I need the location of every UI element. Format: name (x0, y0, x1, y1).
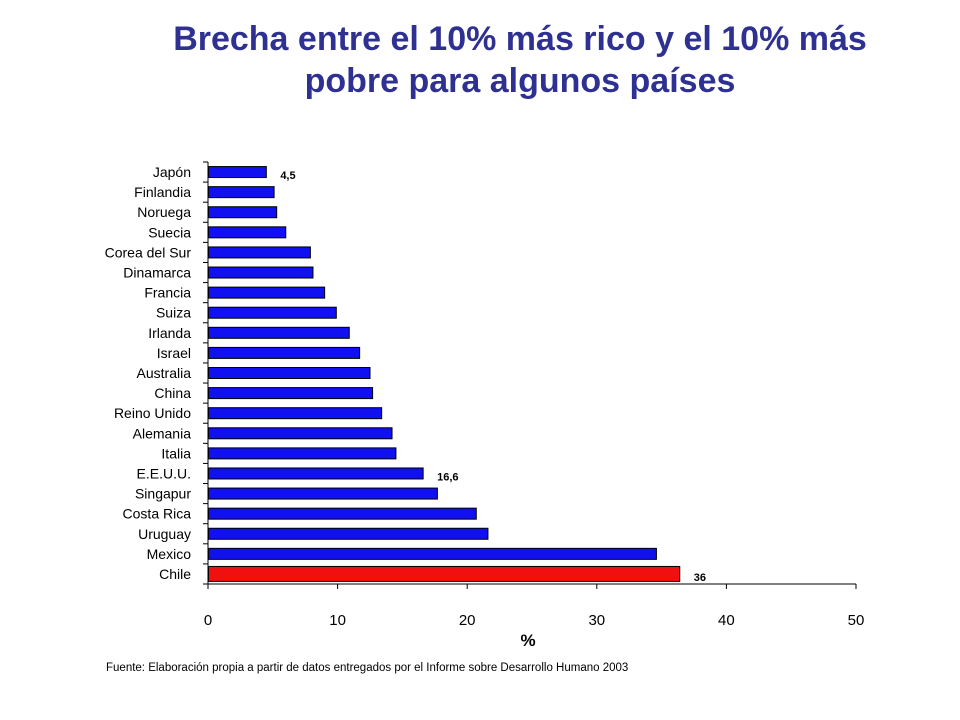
category-label-costa-rica: Costa Rica (123, 506, 192, 522)
x-tick-label-50: 50 (848, 612, 865, 629)
bar-costa-rica (208, 507, 477, 520)
bar-chile (208, 565, 681, 582)
category-label-china: China (154, 385, 191, 401)
category-label-mexico: Mexico (147, 546, 192, 562)
category-label-dinamarca: Dinamarca (123, 265, 191, 281)
category-label-noruega: Noruega (137, 204, 191, 220)
category-label-reino-unido: Reino Unido (114, 405, 191, 421)
x-tick-label-40: 40 (718, 612, 735, 629)
category-label-italia: Italia (161, 445, 191, 461)
category-label-chile: Chile (159, 566, 191, 582)
bar-suecia (208, 226, 287, 239)
chart-title: Brecha entre el 10% más rico y el 10% má… (0, 18, 960, 102)
bar-e-e-u-u (208, 467, 424, 480)
category-label-suecia: Suecia (148, 224, 191, 240)
x-tick-label-30: 30 (588, 612, 605, 629)
bar-alemania (208, 427, 393, 440)
category-label-israel: Israel (157, 345, 191, 361)
bar-china (208, 387, 374, 400)
chart-title-line-1: Brecha entre el 10% más rico y el 10% má… (173, 20, 867, 58)
category-label-singapur: Singapur (135, 486, 191, 502)
bar-francia (208, 286, 326, 299)
category-label-e-e-u-u: E.E.U.U. (137, 465, 191, 481)
data-label-chile: 36 (694, 572, 706, 584)
bar-finlandia (208, 186, 275, 199)
bar-suiza (208, 306, 337, 319)
category-label-irlanda: Irlanda (148, 325, 191, 341)
x-tick-label-10: 10 (329, 612, 346, 629)
bar-uruguay (208, 527, 489, 540)
category-label-uruguay: Uruguay (138, 526, 191, 542)
category-label-corea-del-sur: Corea del Sur (105, 244, 192, 260)
chart-title-line-2: pobre para algunos países (304, 62, 736, 100)
bar-noruega (208, 206, 278, 219)
data-label-japon: 4,5 (280, 170, 295, 182)
category-label-finlandia: Finlandia (134, 184, 191, 200)
category-label-alemania: Alemania (133, 425, 192, 441)
bar-singapur (208, 487, 438, 500)
bar-irlanda (208, 326, 350, 339)
data-label-e-e-u-u: 16,6 (437, 471, 458, 483)
bar-italia (208, 447, 397, 460)
bar-israel (208, 346, 361, 359)
x-axis-title: % (520, 631, 535, 650)
x-tick-label-0: 0 (204, 612, 212, 629)
bar-australia (208, 367, 371, 379)
category-label-australia: Australia (137, 365, 192, 381)
category-label-suiza: Suiza (156, 305, 191, 321)
bar-japon (208, 166, 267, 179)
bar-corea-del-sur (208, 246, 311, 259)
category-label-japon: Japón (153, 164, 191, 180)
x-tick-label-20: 20 (459, 612, 476, 629)
source-footnote: Fuente: Elaboración propia a partir de d… (106, 662, 629, 674)
bar-mexico (208, 547, 657, 560)
bar-reino-unido (208, 407, 383, 420)
bar-dinamarca (208, 266, 314, 279)
category-label-francia: Francia (144, 285, 191, 301)
